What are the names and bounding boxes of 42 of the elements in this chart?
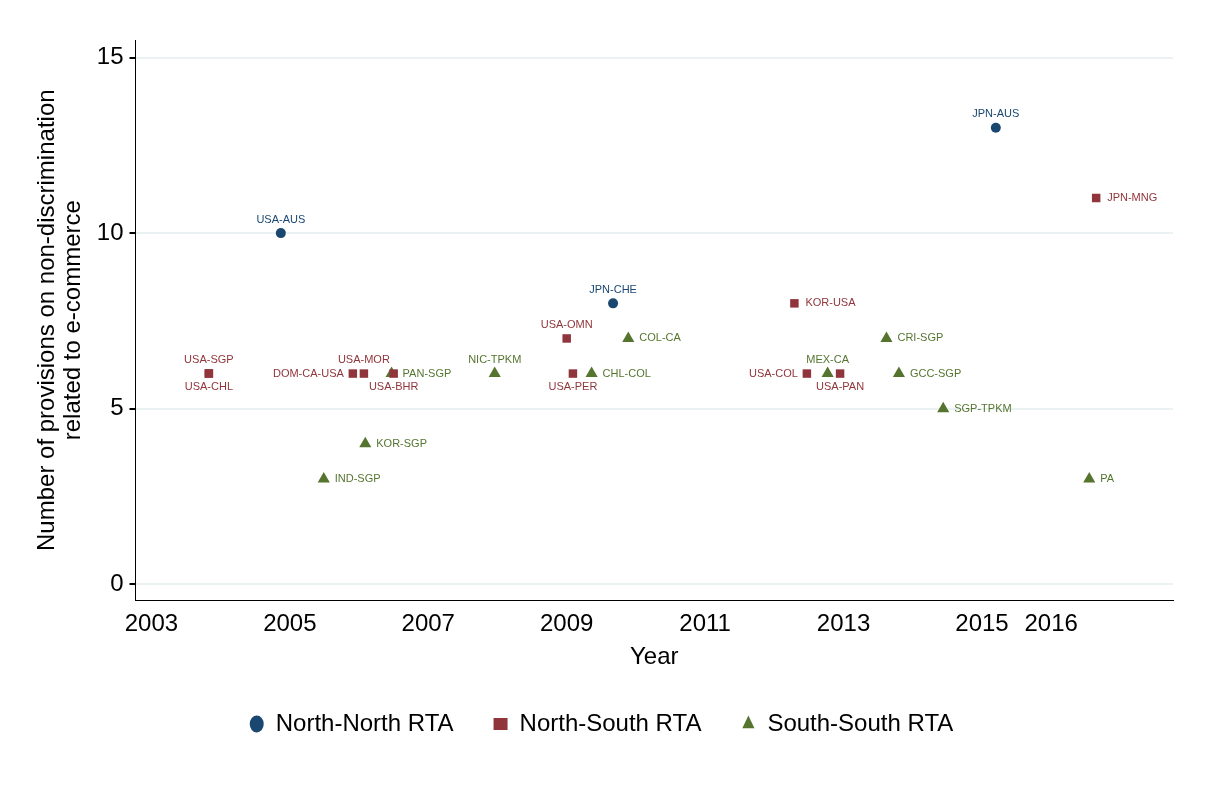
annotation: USA-AUS xyxy=(256,212,306,225)
annotation: KOR-SGP xyxy=(376,436,428,449)
y-tick-label: 15 xyxy=(96,42,124,70)
annotation: USA-BHR xyxy=(368,380,419,393)
x-tick-label: 2015 xyxy=(955,609,1009,637)
annotation: PA xyxy=(1100,471,1115,484)
annotation: COL-CA xyxy=(639,331,682,344)
legend-label: South-South RTA xyxy=(767,708,954,736)
x-tick-label: 2005 xyxy=(263,609,317,637)
annotation: MEX-CA xyxy=(806,353,850,366)
y-tick-label: 10 xyxy=(96,217,124,245)
annotation: USA-COL xyxy=(748,366,798,379)
x-axis-title: Year xyxy=(630,642,679,670)
annotation: SGP-TPKM xyxy=(954,401,1012,414)
annotation: GCC-SGP xyxy=(909,366,962,379)
x-tick-label: 2016 xyxy=(1024,609,1078,637)
y-axis-title: Number of provisions on non-discrimination related to e-commerce xyxy=(31,89,86,551)
annotation: JPN-CHE xyxy=(589,282,637,295)
annotation: USA-MOR xyxy=(337,353,390,366)
annotation: USA-OMN xyxy=(540,317,593,330)
annotation: USA-PAN xyxy=(816,380,865,393)
annotation: DOM-CA-USA xyxy=(272,366,345,379)
x-tick-label: 2003 xyxy=(124,609,179,637)
annotation: KOR-USA xyxy=(805,296,857,309)
x-tick-label: 2011 xyxy=(679,609,731,637)
annotation: IND-SGP xyxy=(334,471,381,484)
annotation: USA-CHL xyxy=(184,380,234,393)
y-tick-label: 5 xyxy=(110,393,124,421)
y-tick-label: 0 xyxy=(110,568,124,596)
annotation: USA-PER xyxy=(548,380,598,393)
annotation: NIC-TPKM xyxy=(468,353,522,366)
annotation: USA-SGP xyxy=(184,353,234,366)
legend-label: North-South RTA xyxy=(519,708,702,736)
annotation: CHL-COL xyxy=(602,366,651,379)
annotation: JPN-MNG xyxy=(1107,191,1158,204)
x-tick-label: 2007 xyxy=(401,609,455,637)
legend-label: North-North RTA xyxy=(275,708,454,736)
annotation: PAN-SGP xyxy=(402,366,452,379)
x-tick-label: 2009 xyxy=(540,609,594,637)
annotation: CRI-SGP xyxy=(897,331,944,344)
x-tick-label: 2013 xyxy=(816,609,871,637)
annotation: JPN-AUS xyxy=(972,107,1020,120)
